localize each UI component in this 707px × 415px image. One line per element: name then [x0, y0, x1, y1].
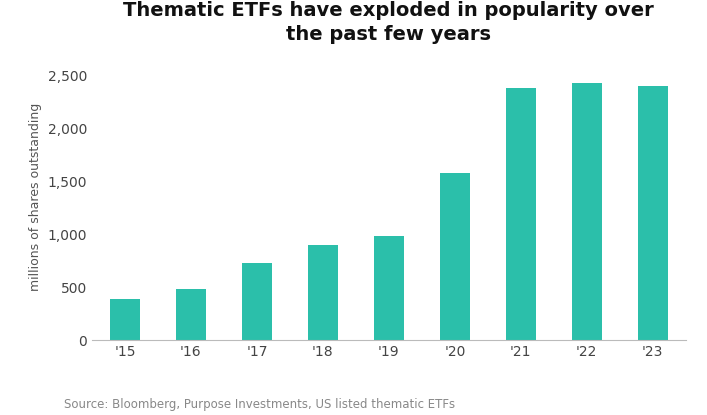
Bar — [440, 173, 469, 340]
Bar — [572, 83, 602, 340]
Bar — [242, 263, 271, 340]
Bar — [506, 88, 536, 340]
Y-axis label: millions of shares outstanding: millions of shares outstanding — [29, 103, 42, 291]
Bar — [638, 86, 667, 340]
Title: Thematic ETFs have exploded in popularity over
the past few years: Thematic ETFs have exploded in popularit… — [124, 1, 654, 44]
Bar — [308, 245, 338, 340]
Bar — [374, 237, 404, 340]
Text: Source: Bloomberg, Purpose Investments, US listed thematic ETFs: Source: Bloomberg, Purpose Investments, … — [64, 398, 455, 411]
Bar — [110, 299, 140, 340]
Bar — [176, 289, 206, 340]
